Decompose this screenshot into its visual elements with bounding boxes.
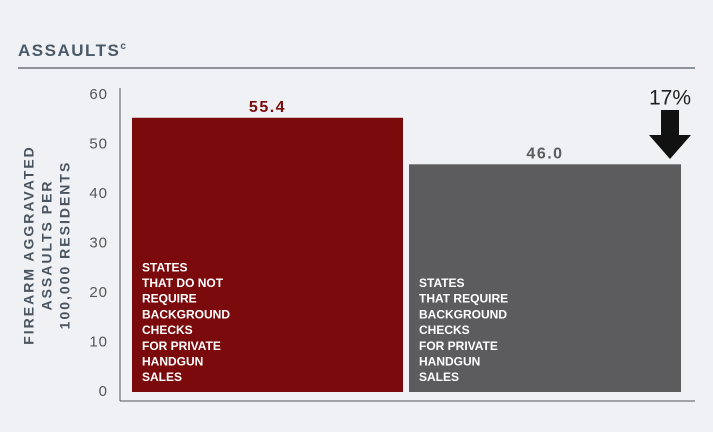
bar-category-label: THAT DO NOT bbox=[142, 276, 224, 290]
bar-category-label: HANDGUN bbox=[419, 354, 480, 368]
y-tick-label: 30 bbox=[89, 234, 108, 251]
title-text: ASSAULTS bbox=[18, 41, 120, 60]
bar-category-label: BACKGROUND bbox=[142, 307, 230, 321]
y-axis-label: ASSAULTS PER bbox=[39, 179, 55, 310]
annotation: 17% bbox=[649, 87, 691, 110]
value-label: 46.0 bbox=[526, 146, 563, 163]
bar-category-label: CHECKS bbox=[142, 323, 193, 337]
bar-category-label: CHECKS bbox=[419, 323, 470, 337]
bar-category-label: FOR PRIVATE bbox=[142, 339, 221, 353]
y-tick-label: 60 bbox=[89, 86, 108, 103]
bar-category-label: BACKGROUND bbox=[419, 307, 507, 321]
bar-category-label: SALES bbox=[419, 370, 459, 384]
bar-category-label: HANDGUN bbox=[142, 354, 203, 368]
bar bbox=[132, 117, 403, 393]
y-axis-label: 100,000 RESIDENTS bbox=[57, 161, 73, 330]
value-label: 55.4 bbox=[249, 99, 286, 116]
bar-category-label: THAT REQUIRE bbox=[419, 292, 508, 306]
arrow-head bbox=[649, 135, 691, 159]
y-tick-label: 40 bbox=[89, 185, 108, 202]
bar-category-label: SALES bbox=[142, 370, 182, 384]
bar-category-label: STATES bbox=[419, 276, 465, 290]
title-superscript: c bbox=[120, 41, 127, 52]
y-tick-label: 0 bbox=[99, 383, 108, 400]
arrow-shaft bbox=[661, 110, 679, 136]
y-tick-label: 50 bbox=[89, 135, 108, 152]
y-tick-label: 20 bbox=[89, 284, 108, 301]
bar-category-label: STATES bbox=[142, 260, 188, 274]
y-axis-label: FIREARM AGGRAVATED bbox=[21, 145, 37, 345]
bar-category-label: REQUIRE bbox=[142, 292, 197, 306]
bar-category-label: FOR PRIVATE bbox=[419, 339, 498, 353]
y-tick-label: 10 bbox=[89, 333, 108, 350]
chart-title: ASSAULTSc bbox=[18, 41, 127, 61]
bar bbox=[409, 164, 681, 392]
